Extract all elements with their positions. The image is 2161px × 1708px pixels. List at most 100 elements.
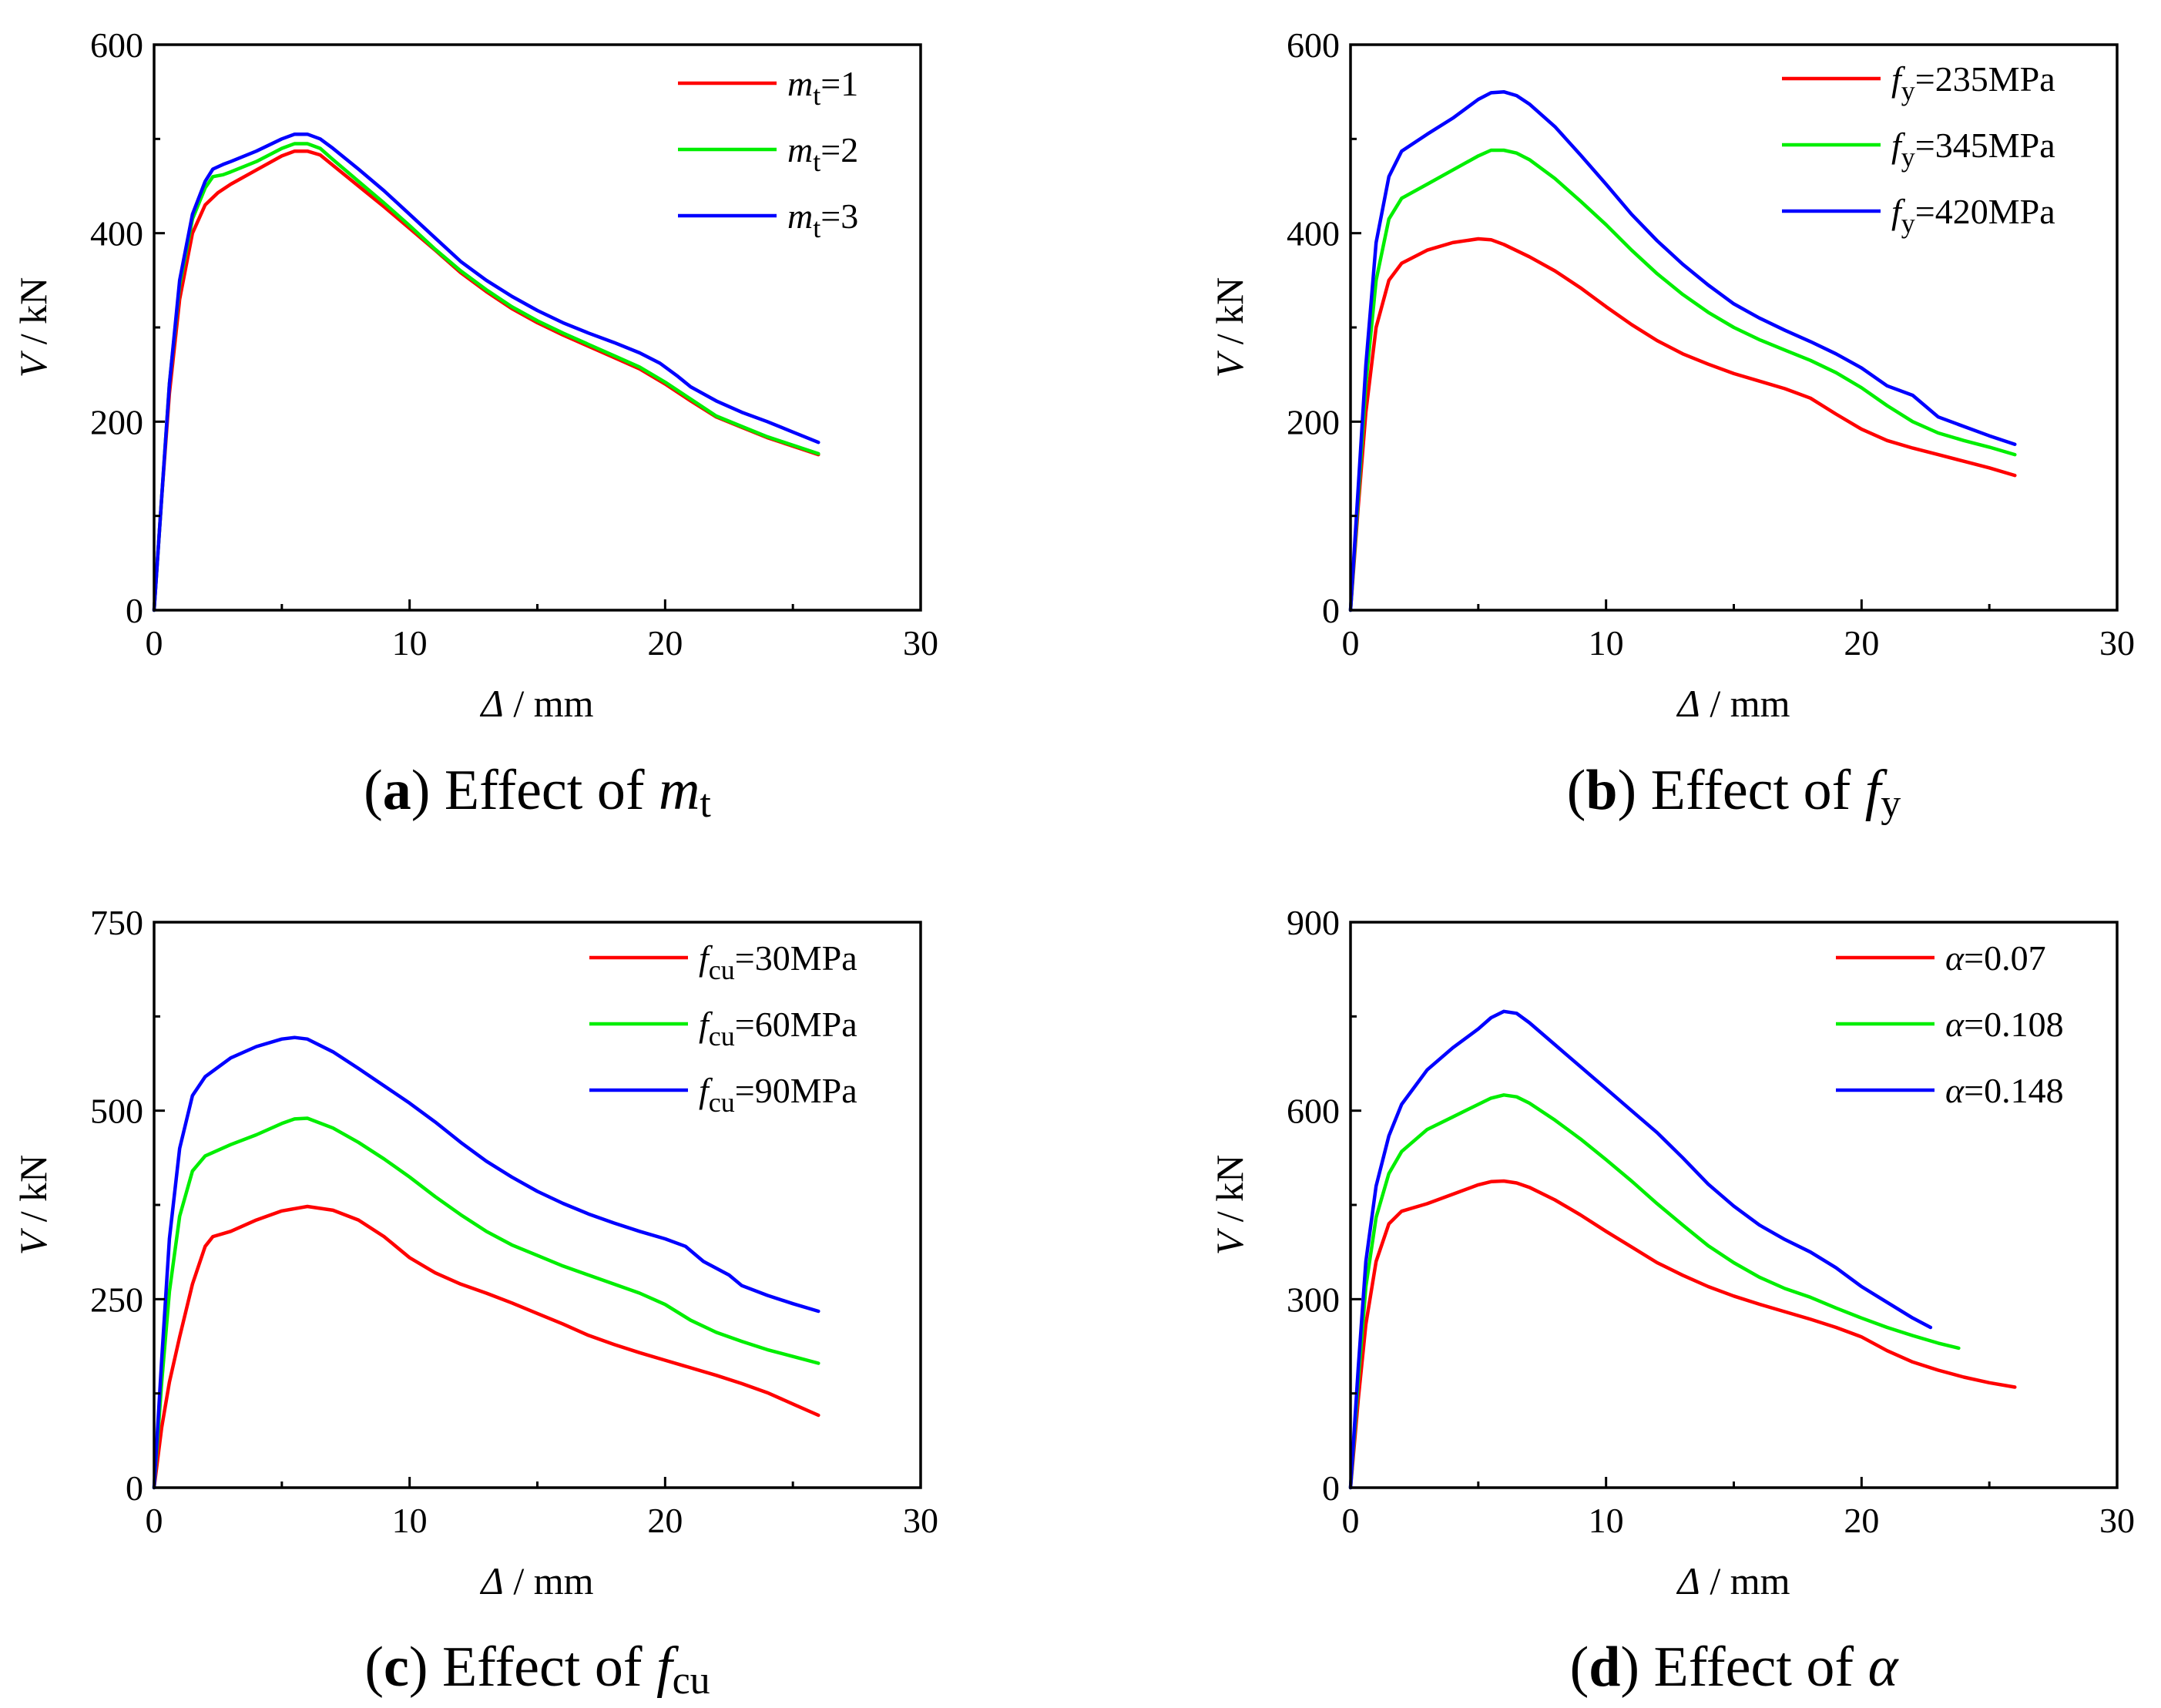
y-tick-label: 900 xyxy=(1287,903,1340,942)
panel-caption: (a) Effect of mt xyxy=(364,759,711,826)
legend-value: =0.108 xyxy=(1964,1005,2063,1044)
legend-subscript: y xyxy=(1901,142,1915,173)
x-tick-label: 30 xyxy=(2099,1501,2135,1540)
legend-subscript: t xyxy=(813,213,820,243)
caption-symbol: m xyxy=(659,759,700,822)
legend-symbol: α xyxy=(1945,1071,1965,1110)
legend-entry: fcu=90MPa xyxy=(699,1071,857,1118)
caption-text-body: ) Effect of xyxy=(1620,1636,1867,1699)
legend-value: =90MPa xyxy=(735,1071,857,1110)
x-tick-label: 10 xyxy=(1589,1501,1624,1540)
caption-text-body: ) Effect of xyxy=(409,1636,656,1699)
caption-letter: a xyxy=(383,759,411,822)
x-tick-label: 10 xyxy=(1589,623,1624,663)
legend-value: =60MPa xyxy=(735,1005,857,1044)
x-tick-label: 10 xyxy=(392,623,428,663)
legend-entry: fy=420MPa xyxy=(1891,192,2055,239)
legend-subscript: y xyxy=(1901,208,1915,239)
y-axis-unit: / kN xyxy=(1208,1155,1251,1232)
legend-value: =420MPa xyxy=(1915,192,2055,231)
y-tick-label: 400 xyxy=(1287,214,1340,253)
series-line-3 xyxy=(1348,89,2017,612)
y-axis-label: V / kN xyxy=(1208,1155,1251,1256)
y-axis-symbol: V xyxy=(1208,350,1251,378)
y-tick-label: 600 xyxy=(1287,1092,1340,1131)
caption-paren-open: ( xyxy=(1570,1636,1589,1699)
caption-letter: c xyxy=(384,1636,409,1699)
y-axis-unit: / kN xyxy=(12,277,55,354)
legend-entry: α=0.07 xyxy=(1945,938,2046,978)
legend-entry: fy=235MPa xyxy=(1891,59,2055,106)
y-axis-unit: / kN xyxy=(1208,277,1251,354)
x-tick-label: 0 xyxy=(146,623,163,663)
caption-text-body: ) Effect of xyxy=(1618,759,1865,822)
x-tick-label: 10 xyxy=(392,1501,428,1540)
x-axis-label: Δ / mm xyxy=(1676,682,1790,725)
legend-subscript: t xyxy=(813,80,820,111)
legend-symbol: m xyxy=(787,64,813,103)
y-tick-label: 0 xyxy=(126,591,143,630)
y-tick-label: 0 xyxy=(126,1468,143,1508)
legend-entry: fy=345MPa xyxy=(1891,126,2055,173)
caption-letter: b xyxy=(1586,759,1617,822)
legend-subscript: cu xyxy=(709,955,735,985)
panel-caption: (c) Effect of fcu xyxy=(364,1636,710,1703)
x-axis-symbol: Δ xyxy=(1676,682,1700,725)
y-axis-label: V / kN xyxy=(12,1155,55,1256)
series-line-3 xyxy=(152,1035,820,1490)
y-tick-label: 0 xyxy=(1322,591,1340,630)
legend-entry: fcu=30MPa xyxy=(699,938,857,985)
y-tick-label: 600 xyxy=(90,25,143,65)
y-tick-label: 750 xyxy=(90,903,143,942)
y-axis-unit: / kN xyxy=(12,1155,55,1232)
y-tick-label: 250 xyxy=(90,1280,143,1319)
x-axis-label: Δ / mm xyxy=(479,1559,593,1602)
caption-subscript: t xyxy=(700,782,711,826)
legend-subscript: t xyxy=(813,146,820,177)
y-axis-symbol: V xyxy=(12,1227,55,1255)
x-tick-label: 20 xyxy=(1844,623,1879,663)
legend-value: =1 xyxy=(820,64,858,103)
series-line-2 xyxy=(152,142,820,612)
x-tick-label: 30 xyxy=(2099,623,2135,663)
caption-subscript: cu xyxy=(673,1659,710,1703)
y-tick-label: 200 xyxy=(90,402,143,441)
panel-c: 0 10 20 30 0 250 500 750 Δ / mm V / kN fcu=30MPa fc… xyxy=(12,903,938,1703)
y-axis-symbol: V xyxy=(1208,1227,1251,1255)
legend-value: =0.07 xyxy=(1964,938,2045,978)
y-axis-symbol: V xyxy=(12,350,55,378)
series-line-1 xyxy=(152,1204,820,1490)
x-axis-symbol: Δ xyxy=(1676,1559,1700,1602)
caption-paren-open: ( xyxy=(364,759,383,822)
series-line-1 xyxy=(152,149,820,612)
x-axis-symbol: Δ xyxy=(479,682,503,725)
caption-paren-open: ( xyxy=(364,1636,384,1699)
legend-symbol: α xyxy=(1945,938,1965,978)
y-tick-label: 200 xyxy=(1287,402,1340,441)
legend-value: =3 xyxy=(820,196,858,236)
legend-symbol: m xyxy=(787,196,813,236)
series-line-1 xyxy=(1348,1179,2017,1490)
caption-subscript: y xyxy=(1881,782,1901,826)
legend-symbol: α xyxy=(1945,1005,1965,1044)
x-axis-unit: / mm xyxy=(1700,682,1790,725)
series-line-2 xyxy=(1348,1093,1961,1490)
x-axis-unit: / mm xyxy=(504,682,594,725)
legend-entry: mt=1 xyxy=(787,64,858,111)
legend-entry: α=0.108 xyxy=(1945,1005,2064,1044)
caption-paren-open: ( xyxy=(1567,759,1586,822)
series-line-2 xyxy=(152,1116,820,1490)
caption-text-body: ) Effect of xyxy=(411,759,659,822)
legend-value: =2 xyxy=(820,130,858,169)
series-line-2 xyxy=(1348,148,2017,612)
x-tick-label: 30 xyxy=(903,1501,938,1540)
caption-letter: d xyxy=(1589,1636,1620,1699)
legend-entry: mt=3 xyxy=(787,196,858,243)
x-tick-label: 20 xyxy=(647,1501,683,1540)
panel-caption: (b) Effect of fy xyxy=(1567,759,1901,826)
x-axis-unit: / mm xyxy=(504,1559,594,1602)
y-tick-label: 400 xyxy=(90,214,143,253)
panel-b: 0 10 20 30 0 200 400 600 Δ / mm V / kN fy=235MPa fy… xyxy=(1208,25,2135,826)
legend-value: =0.148 xyxy=(1964,1071,2063,1110)
